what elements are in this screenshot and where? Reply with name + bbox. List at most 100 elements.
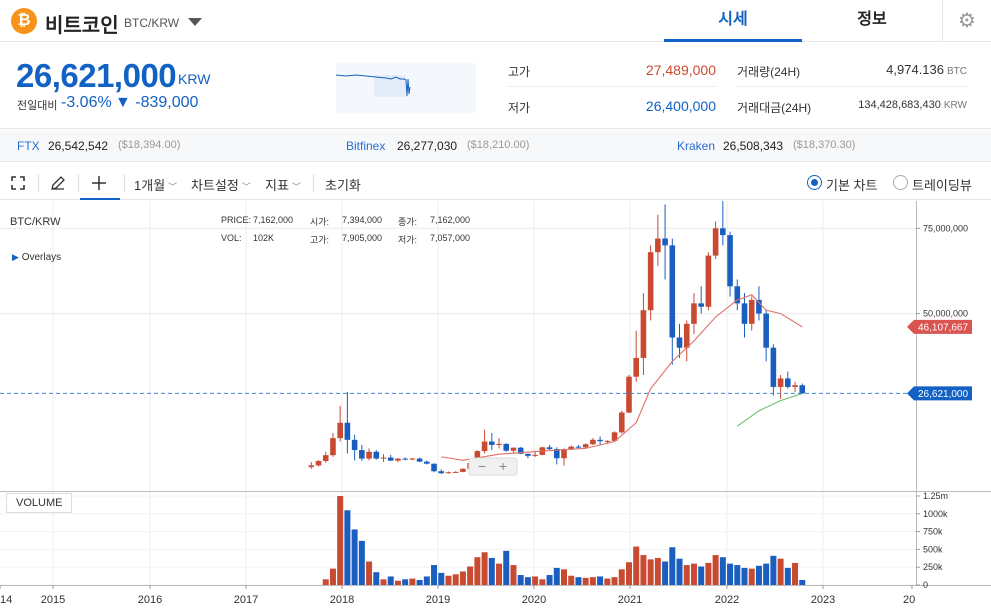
volume-bar xyxy=(597,576,604,585)
candle-body xyxy=(691,303,697,324)
candle-body xyxy=(662,238,668,246)
coin-name: 비트코인 xyxy=(45,15,119,37)
overlays-toggle[interactable]: ▶ Overlays xyxy=(12,252,62,263)
candle-body xyxy=(387,457,394,461)
volume-bar xyxy=(698,566,705,585)
candle-body xyxy=(626,376,632,413)
exchange-name[interactable]: FTX xyxy=(17,139,40,153)
price-summary: 26,621,000 KRW 전일대비 -3.06% ▼ -839,000 고가… xyxy=(0,43,991,129)
candle-body xyxy=(532,454,538,456)
candle-body xyxy=(395,458,401,461)
volume-bar xyxy=(467,566,474,585)
basic-chart-label[interactable]: 기본 차트 xyxy=(826,178,878,193)
tab-info[interactable]: 정보 xyxy=(857,11,887,28)
indicators-menu[interactable]: 지표 ﹀ xyxy=(265,178,301,193)
volume-bar xyxy=(387,576,394,585)
gear-icon[interactable]: ⚙ xyxy=(942,0,991,42)
volume-bar xyxy=(517,575,524,585)
current-price-tag-bg xyxy=(907,386,972,401)
x-tick-label: 2019 xyxy=(426,594,450,606)
volume-bar xyxy=(366,561,373,585)
crosshair-tool[interactable] xyxy=(80,166,120,200)
amount-value: 134,428,683,430 KRW xyxy=(858,99,967,111)
interval-select[interactable]: 1개월 ﹀ xyxy=(134,178,178,193)
volume-bar xyxy=(394,580,401,585)
volume-bar xyxy=(575,577,582,585)
volume-bar xyxy=(409,578,416,585)
candle-body xyxy=(590,439,596,445)
divider xyxy=(507,86,717,87)
zoom-in-icon[interactable]: + xyxy=(499,458,507,474)
tab-price[interactable]: 시세 xyxy=(664,0,802,42)
x-tick-label: 2018 xyxy=(330,594,354,606)
divider xyxy=(78,174,79,192)
exchange-name[interactable]: Bitfinex xyxy=(346,139,386,153)
volume-bar xyxy=(640,555,647,585)
candle-body xyxy=(409,458,416,460)
current-price: 26,621,000 xyxy=(16,57,177,94)
radio-tradingview[interactable] xyxy=(893,175,908,190)
volume-bar xyxy=(589,577,596,585)
tradingview-label[interactable]: 트레이딩뷰 xyxy=(912,178,972,193)
low-value: 26,400,000 xyxy=(645,98,716,114)
candle-body xyxy=(373,451,380,459)
top-header: ₿ 비트코인 BTC/KRW 시세 정보 ⚙ xyxy=(0,0,991,42)
fullscreen-icon[interactable] xyxy=(11,176,25,190)
ma-price-tag: 46,107,667 xyxy=(918,322,968,333)
ohlc-low-label: 저가: xyxy=(398,235,418,245)
candlestick-chart[interactable]: 75,000,000 50,000,000 1.25m 1000k 750k 500k 25… xyxy=(0,201,991,613)
price-chart-area[interactable]: 75,000,000 50,000,000 1.25m 1000k 750k 500k 25… xyxy=(0,201,991,613)
volume-bar xyxy=(799,580,806,585)
exchange-name[interactable]: Kraken xyxy=(677,139,716,153)
candle-body xyxy=(431,463,437,472)
volume-bar xyxy=(777,558,784,585)
radio-basic-chart[interactable] xyxy=(807,175,822,190)
volume-bar xyxy=(539,579,546,585)
x-tick-label: 2016 xyxy=(138,594,162,606)
volume-bar xyxy=(625,562,632,585)
zoom-out-icon[interactable]: − xyxy=(478,458,486,474)
candle-body xyxy=(402,458,408,460)
volume-bar xyxy=(553,567,560,585)
chart-settings-menu[interactable]: 차트설정 ﹀ xyxy=(191,178,251,193)
volume-bar xyxy=(524,577,531,585)
chevron-down-icon[interactable] xyxy=(188,18,202,26)
moving-average-short xyxy=(441,294,803,461)
vol-tick-label: 250k xyxy=(923,562,943,572)
volume-bar xyxy=(784,567,791,585)
volume-bar xyxy=(351,529,358,585)
volume-bar xyxy=(604,578,611,585)
volume-bar xyxy=(416,580,423,585)
candle-body xyxy=(698,303,704,307)
ohlc-close: 7,162,000 xyxy=(430,215,471,225)
candle-body xyxy=(474,451,481,464)
volume-value: 4,974.136 BTC xyxy=(886,62,967,77)
reset-button[interactable]: 초기화 xyxy=(325,178,361,193)
volume-bar xyxy=(633,546,640,585)
change-percent: -3.06% xyxy=(61,94,112,111)
candle-body xyxy=(344,422,351,440)
volume-bar xyxy=(322,579,329,585)
x-tick-label: 2020 xyxy=(522,594,546,606)
candle-body xyxy=(359,450,365,459)
candle-body xyxy=(799,385,806,394)
volume-panel-label[interactable]: VOLUME xyxy=(6,493,73,513)
ohlc-low: 7,057,000 xyxy=(430,233,471,243)
candle-body xyxy=(416,458,423,462)
x-tick-label: 2021 xyxy=(618,594,642,606)
volume-bar xyxy=(561,569,567,585)
ohlc-open: 7,394,000 xyxy=(342,215,383,225)
exchange-usd: ($18,394.00) xyxy=(118,139,181,151)
candle-body xyxy=(705,255,712,307)
exchange-krw: 26,277,030 xyxy=(397,139,458,153)
volume-bar xyxy=(445,575,452,585)
pencil-icon[interactable] xyxy=(50,175,66,191)
exchange-usd: ($18,210.00) xyxy=(467,139,530,151)
volume-bar xyxy=(647,559,654,585)
volume-bar xyxy=(719,557,726,585)
candle-body xyxy=(380,457,387,459)
volume-bar xyxy=(402,579,409,585)
bitcoin-icon: ₿ xyxy=(11,8,37,34)
candle-body xyxy=(575,446,582,448)
ohlc-vol: 102K xyxy=(253,233,275,243)
